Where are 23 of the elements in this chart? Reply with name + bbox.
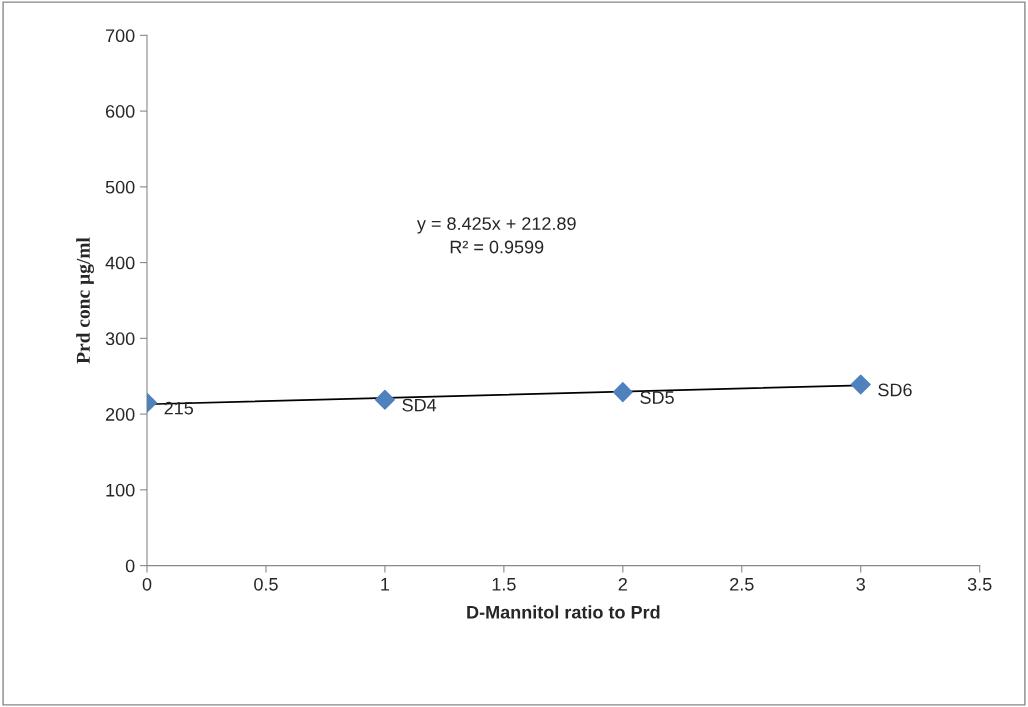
x-tick-label: 3 <box>856 577 865 591</box>
x-axis-title: D-Mannitol ratio to Prd <box>467 605 660 619</box>
x-tick-label: 0.5 <box>254 577 278 591</box>
annotation: y = 8.425x + 212.89 R² = 0.9599 <box>416 217 576 254</box>
y-tick-label: 500 <box>105 180 135 194</box>
y-tick-label: 200 <box>105 408 135 421</box>
y-tick-label: 600 <box>105 105 135 118</box>
data-label: 215 <box>164 401 194 415</box>
y-tick-label: 300 <box>105 332 135 346</box>
y-tick-label: 0 <box>125 559 135 573</box>
x-tick-label: 1 <box>381 578 390 591</box>
x-tick-label: 0 <box>142 577 152 591</box>
x-tick-label: 2.5 <box>730 577 754 591</box>
y-tick-label: 100 <box>106 483 135 497</box>
data-label: SD6 <box>878 383 912 397</box>
data-label: SD4 <box>402 398 437 412</box>
x-tick-label: 3.5 <box>967 577 992 591</box>
y-tick-label: 700 <box>106 29 135 43</box>
y-tick-label: 400 <box>105 256 135 270</box>
x-tick-label: 2 <box>618 577 627 591</box>
y-axis-title: Prd conc µg/ml <box>76 237 94 364</box>
data-label: SD5 <box>640 391 674 404</box>
x-tick-label: 1.5 <box>492 578 516 591</box>
